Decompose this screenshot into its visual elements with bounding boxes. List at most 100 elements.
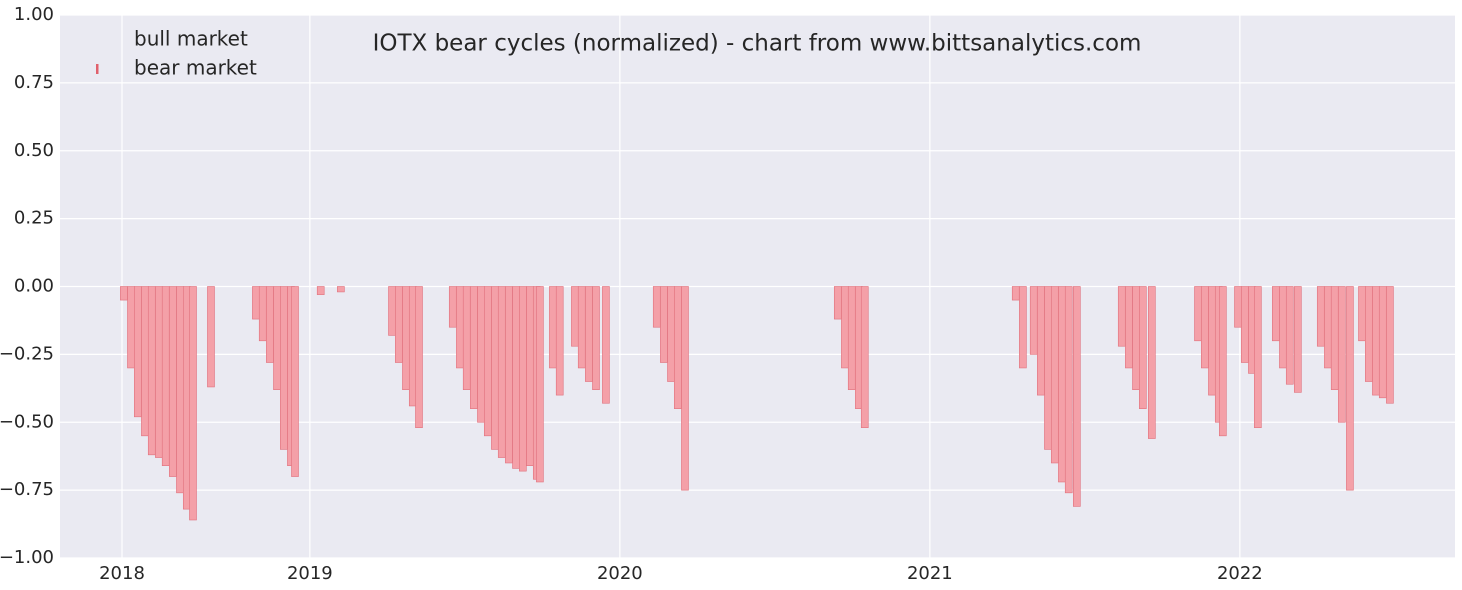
- bar: [667, 286, 675, 382]
- bar: [291, 286, 299, 477]
- bar: [1338, 286, 1346, 423]
- bar: [280, 286, 288, 450]
- bar: [505, 286, 513, 464]
- bar: [1219, 286, 1227, 437]
- bar: [134, 286, 142, 418]
- bar: [448, 286, 457, 328]
- x-tick-label: 2018: [99, 563, 145, 584]
- bar: [1125, 286, 1133, 369]
- y-tick-label: −1.00: [0, 547, 54, 568]
- bar: [660, 286, 668, 363]
- y-tick-label: −0.75: [0, 479, 54, 500]
- y-tick-label: 0.75: [14, 72, 54, 93]
- bar: [273, 286, 281, 390]
- bar: [497, 286, 506, 458]
- bar: [519, 286, 527, 472]
- legend-label: bull market: [134, 27, 248, 51]
- bar: [1372, 286, 1380, 396]
- legend-label: bear market: [134, 56, 257, 80]
- chart-title: IOTX bear cycles (normalized) - chart fr…: [373, 31, 1142, 57]
- bar: [337, 286, 345, 293]
- bars: [120, 286, 1394, 521]
- bar: [1285, 286, 1294, 385]
- bar: [189, 286, 197, 521]
- bar: [1358, 286, 1366, 342]
- y-tick-label: 1.00: [14, 4, 54, 25]
- bar: [252, 286, 260, 320]
- bar: [1316, 286, 1325, 347]
- bar: [483, 286, 492, 437]
- y-tick-label: 0.25: [14, 208, 54, 229]
- bar: [1044, 286, 1052, 450]
- bar: [155, 286, 163, 458]
- bar: [207, 286, 215, 388]
- y-tick-label: −0.50: [0, 411, 54, 432]
- bar: [491, 286, 499, 450]
- bar: [176, 286, 184, 494]
- bar: [602, 286, 610, 404]
- y-tick-label: 0.00: [14, 276, 54, 297]
- bar: [1029, 286, 1038, 355]
- bar: [1279, 286, 1287, 369]
- bar: [585, 286, 593, 382]
- y-tick-label: −0.25: [0, 343, 54, 364]
- bar: [833, 286, 842, 320]
- bar: [1346, 286, 1354, 491]
- bar: [1365, 286, 1373, 382]
- bar: [555, 286, 564, 396]
- bar: [316, 286, 325, 295]
- bar: [571, 286, 579, 347]
- bar: [477, 286, 485, 423]
- bar: [1208, 286, 1216, 396]
- bar: [470, 286, 478, 409]
- bar: [120, 286, 128, 301]
- bar: [1148, 286, 1156, 439]
- bar: [1234, 286, 1242, 328]
- bar: [161, 286, 170, 466]
- bar: [395, 286, 403, 363]
- y-tick-label: 0.50: [14, 140, 54, 161]
- legend-marker: [96, 64, 99, 74]
- bar: [258, 286, 267, 342]
- bar: [1037, 286, 1045, 396]
- bar: [841, 286, 849, 369]
- bar: [512, 286, 520, 469]
- bar: [388, 286, 396, 336]
- bar: [536, 286, 544, 483]
- bar: [1294, 286, 1302, 393]
- bar: [266, 286, 274, 363]
- bar: [1272, 286, 1280, 342]
- bar: [526, 286, 534, 466]
- bar: [1194, 286, 1202, 342]
- bar: [592, 286, 600, 390]
- bar: [674, 286, 682, 409]
- bar: [1064, 286, 1073, 494]
- bar: [1241, 286, 1249, 363]
- bar: [147, 286, 156, 456]
- bar: [1139, 286, 1147, 409]
- bar: [456, 286, 464, 369]
- bar: [169, 286, 177, 477]
- bar: [1324, 286, 1332, 369]
- bar: [652, 286, 661, 328]
- labels: −1.00 −0.75 −0.50 −0.25 0.00 0.25 0.50 0.75 1.00…: [0, 4, 1263, 584]
- bar: [1254, 286, 1262, 428]
- bar: [402, 286, 410, 390]
- bar: [1058, 286, 1066, 483]
- bar: [1201, 286, 1209, 369]
- bar: [681, 286, 689, 491]
- bar: [1386, 286, 1394, 404]
- bar: [127, 286, 135, 369]
- bar: [462, 286, 471, 390]
- x-tick-label: 2020: [597, 563, 643, 584]
- bar: [1330, 286, 1339, 390]
- bar: [1117, 286, 1126, 347]
- bar: [415, 286, 423, 428]
- bar: [847, 286, 856, 390]
- bar: [1011, 286, 1020, 301]
- bar: [1132, 286, 1140, 390]
- bar: [1073, 286, 1081, 507]
- bar: [1050, 286, 1059, 464]
